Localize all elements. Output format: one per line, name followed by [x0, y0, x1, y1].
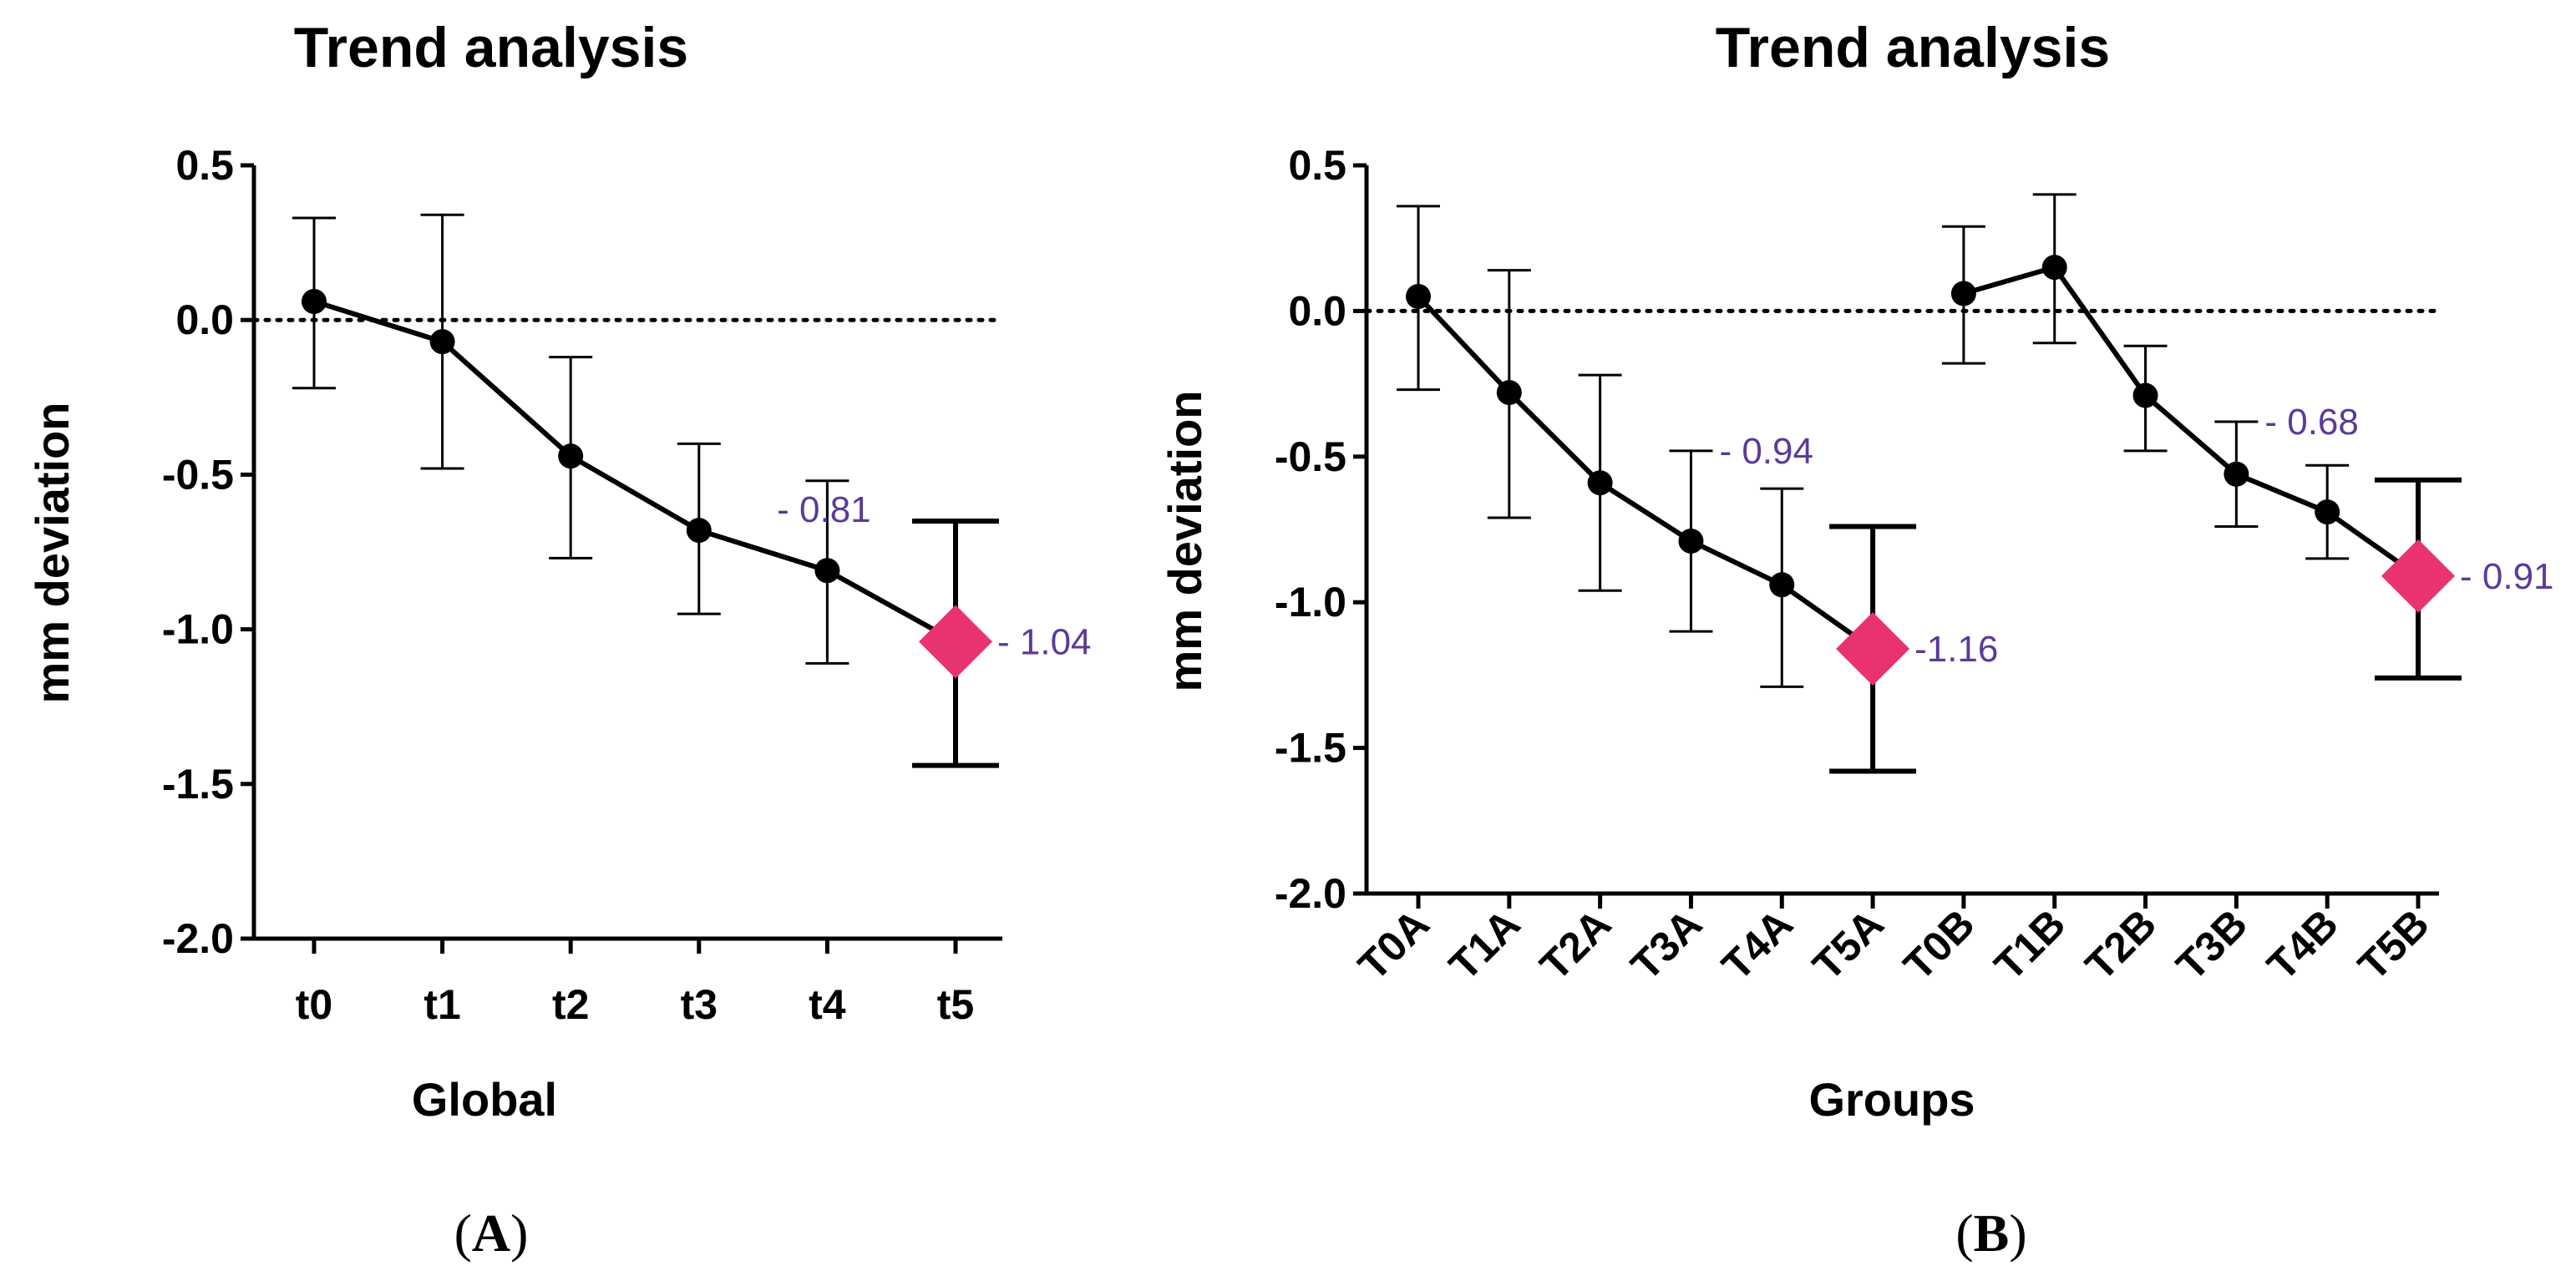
- panel-b-data-point: [1678, 528, 1704, 554]
- panel-a-y-tick-label: -1.0: [162, 606, 234, 653]
- panel-b-x-axis-label: Groups: [1808, 1073, 1975, 1126]
- panel-b-title: Trend analysis: [1716, 16, 2110, 79]
- panel-b-y-tick-label: -2.0: [1275, 870, 1346, 917]
- panel-b-y-tick-label: -0.5: [1275, 433, 1346, 480]
- panel-a-x-tick-label: t0: [296, 981, 332, 1028]
- panel-b-y-tick-label: -1.0: [1275, 579, 1346, 625]
- panel-b-annotation: - 0.68: [2264, 402, 2359, 443]
- panel-b-caption: (B): [1955, 1203, 2026, 1263]
- panel-b-x-tick-label: T0A: [1349, 900, 1438, 989]
- panel-a-x-tick-label: t2: [552, 981, 589, 1028]
- panel-a-highlight-marker: [919, 605, 992, 679]
- panel-b-y-axis-label: mm deviation: [1159, 391, 1211, 692]
- panel-a: Trend analysis Global mm deviation (A) 0…: [26, 16, 1092, 1263]
- panel-a-letter: A: [472, 1203, 510, 1263]
- panel-b-data-point: [1769, 572, 1795, 598]
- panel-b-x-tick-label: T1A: [1440, 900, 1529, 989]
- panel-a-title: Trend analysis: [294, 16, 688, 79]
- panel-b-x-tick-label: T3B: [2168, 900, 2256, 989]
- panel-b-data-point: [2041, 255, 2067, 281]
- panel-b-x-tick-label: T5B: [2349, 900, 2437, 989]
- panel-b-y-tick-label: 0.5: [1288, 142, 1346, 189]
- panel-a-data-point: [558, 443, 584, 469]
- panel-b-y-tick-label: 0.0: [1288, 287, 1346, 334]
- panel-b-annotation: - 0.94: [1719, 431, 1813, 472]
- panel-a-data-point: [302, 288, 327, 314]
- panel-b-data-point: [1496, 380, 1522, 406]
- panel-a-y-tick-label: 0.0: [175, 296, 234, 343]
- panel-a-y-tick-label: -1.5: [162, 761, 234, 808]
- panel-a-y-tick-label: -0.5: [162, 451, 234, 498]
- panel-b-x-tick-label: T4B: [2259, 900, 2347, 989]
- panel-a-x-tick-label: t3: [681, 981, 718, 1028]
- panel-a-x-tick-label: t4: [809, 981, 846, 1028]
- panel-b-annotation: -1.16: [1914, 629, 1998, 670]
- panel-a-x-axis-label: Global: [412, 1073, 557, 1126]
- panel-b-series-line: [1963, 265, 2420, 579]
- panel-b-data-point: [1406, 283, 1431, 309]
- panel-a-x-tick-label: t1: [423, 981, 460, 1028]
- panel-b-highlight-marker: [1836, 612, 1910, 686]
- panel-a-y-tick-label: -2.0: [162, 915, 234, 962]
- panel-b-data-point: [1587, 470, 1613, 496]
- panel-b-x-tick-label: T0B: [1894, 900, 1983, 989]
- panel-a-series-line: [313, 299, 957, 645]
- panel-a-y-axis-label: mm deviation: [26, 403, 79, 704]
- panel-a-x-tick-label: t5: [937, 981, 974, 1028]
- panel-a-data-point: [429, 329, 455, 355]
- panel-b-data-point: [2224, 461, 2249, 487]
- panel-b-x-tick-label: T3A: [1622, 900, 1711, 989]
- panel-a-y-tick-label: 0.5: [175, 142, 234, 189]
- panel-b-x-tick-label: T4A: [1713, 900, 1802, 989]
- panel-a-data-point: [686, 518, 712, 544]
- panel-b-data-point: [2315, 499, 2340, 525]
- panel-b-series-line: [1416, 294, 1874, 651]
- panel-a-data-point: [814, 558, 840, 584]
- panel-b-x-tick-label: T2A: [1531, 900, 1620, 989]
- panel-b-letter: B: [1974, 1203, 2010, 1263]
- panel-a-annotation: - 1.04: [997, 621, 1092, 662]
- panel-b-annotation: - 0.91: [2460, 556, 2554, 597]
- panel-b-highlight-marker: [2381, 539, 2455, 613]
- panel-b: Trend analysis Groups mm deviation (B) 0…: [1159, 16, 2554, 1263]
- panel-b-x-tick-label: T5A: [1803, 900, 1892, 989]
- panel-b-y-tick-label: -1.5: [1275, 725, 1346, 772]
- panel-b-x-tick-label: T2B: [2077, 900, 2165, 989]
- panel-b-x-tick-label: T1B: [1985, 900, 2074, 989]
- panel-b-data-point: [2132, 382, 2158, 408]
- panel-b-data-point: [1950, 281, 1976, 306]
- panel-a-annotation: - 0.81: [777, 489, 871, 530]
- panel-a-caption: (A): [454, 1203, 529, 1263]
